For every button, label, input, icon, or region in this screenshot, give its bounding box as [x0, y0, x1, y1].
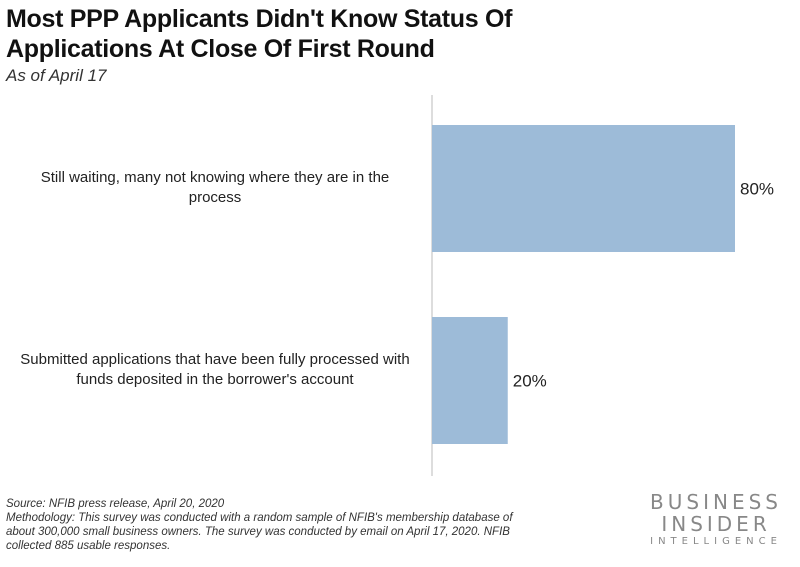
methodology-note: Methodology: This survey was conducted w… [6, 512, 513, 552]
bar-1 [432, 317, 508, 444]
title-line-1: Most PPP Applicants Didn't Know Status O… [6, 5, 513, 33]
source-note: Source: NFIB press release, April 20, 20… [6, 498, 225, 510]
data-label-1: 20% [513, 372, 547, 391]
bar-0 [432, 125, 735, 252]
chart-subtitle: As of April 17 [6, 66, 107, 85]
logo-line-1: BUSINESS [650, 490, 782, 514]
logo-line-2: INSIDER [661, 512, 771, 536]
chart-title: Most PPP Applicants Didn't Know Status O… [6, 4, 796, 64]
title-line-2: Applications At Close Of First Round [6, 35, 435, 63]
category-label-1: Submitted applications that have been fu… [20, 351, 410, 388]
category-label-0: Still waiting, many not knowing where th… [40, 169, 390, 206]
logo-line-3: INTELLIGENCE [650, 536, 782, 547]
footer-notes: Source: NFIB press release, April 20, 20… [6, 497, 526, 553]
data-label-0: 80% [740, 180, 774, 199]
business-insider-logo: BUSINESS INSIDER INTELLIGENCE [650, 491, 782, 549]
